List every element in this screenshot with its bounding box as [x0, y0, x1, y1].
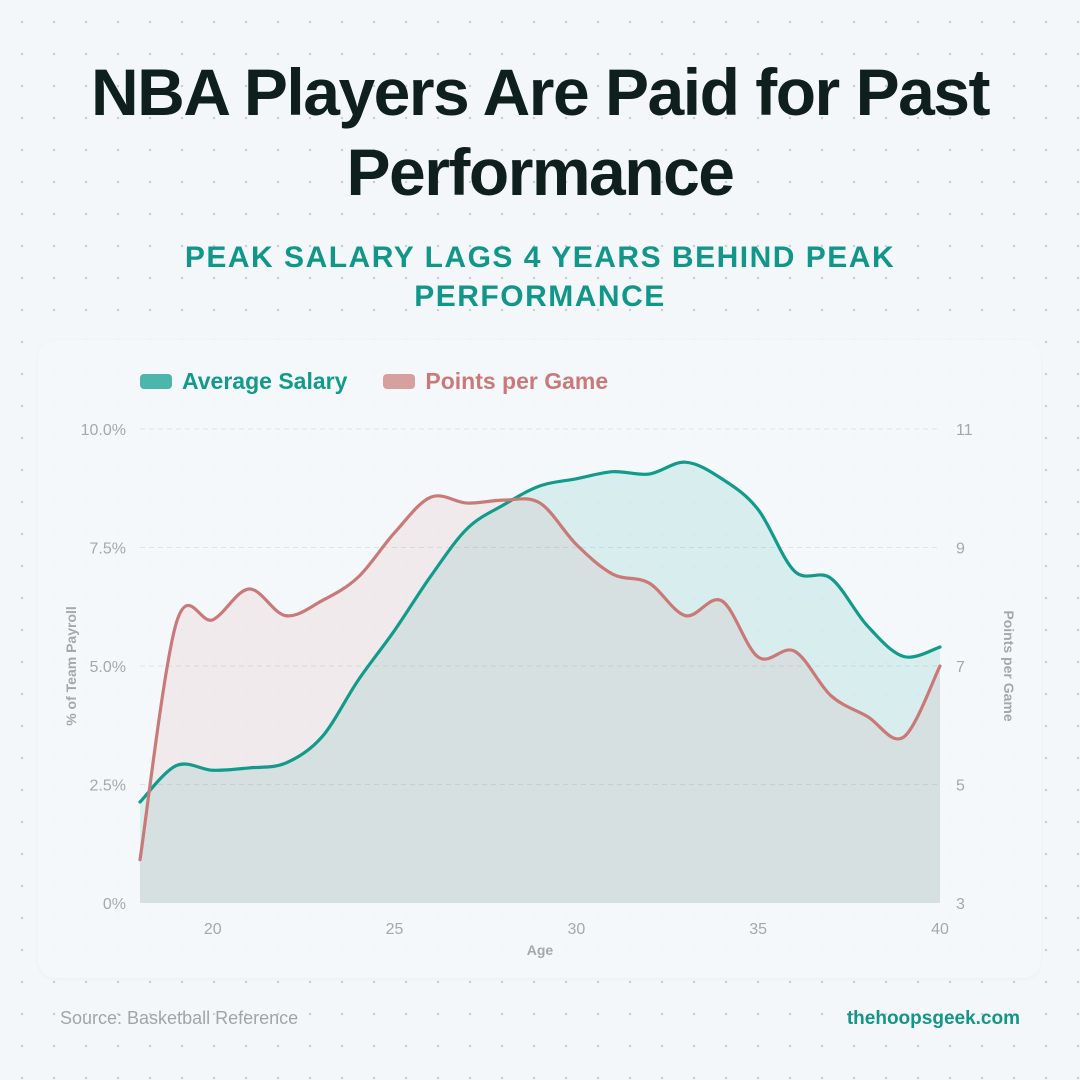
legend-item-ppg[interactable]: Points per Game	[383, 368, 608, 395]
y2-axis-label: Points per Game	[1001, 610, 1017, 721]
y-tick-label: 0%	[103, 896, 126, 913]
y-axis-label: % of Team Payroll	[63, 606, 79, 726]
y-tick-label: 2.5%	[90, 778, 126, 795]
x-tick-label: 40	[931, 921, 949, 938]
subtitle: PEAK SALARY LAGS 4 YEARS BEHIND PEAK PER…	[184, 241, 896, 313]
y2-tick-label: 7	[956, 659, 965, 676]
legend-item-salary[interactable]: Average Salary	[140, 368, 347, 395]
legend-swatch-ppg	[383, 374, 416, 389]
x-tick-label: 30	[567, 921, 585, 938]
line-ppg	[138, 494, 942, 862]
x-tick-label: 20	[204, 921, 222, 938]
y2-tick-label: 11	[956, 422, 973, 439]
y-tick-label: 5.0%	[90, 659, 126, 676]
area-salary	[140, 462, 940, 903]
y2-tick-label: 9	[956, 541, 965, 558]
y-tick-label: 10.0%	[81, 422, 126, 439]
line-salary	[138, 460, 942, 804]
legend-label-ppg: Points per Game	[425, 368, 609, 394]
x-tick-label: 35	[749, 921, 767, 938]
y2-tick-label: 3	[956, 896, 965, 913]
y2-tick-label: 5	[956, 778, 965, 795]
y-tick-label: 7.5%	[90, 541, 126, 558]
area-ppg	[140, 495, 940, 903]
brand-link[interactable]: thehoopsgeek.com	[846, 1008, 1020, 1029]
legend-label-salary: Average Salary	[182, 368, 348, 394]
source-note: Source: Basketball Reference	[60, 1008, 299, 1028]
page-title: NBA Players Are Paid for Past Performanc…	[91, 55, 990, 209]
legend: Average Salary Points per Game	[140, 368, 644, 395]
x-axis-label: Age	[527, 942, 554, 958]
legend-swatch-salary	[140, 374, 172, 389]
x-tick-label: 25	[386, 921, 404, 938]
chart-card	[38, 340, 1041, 978]
